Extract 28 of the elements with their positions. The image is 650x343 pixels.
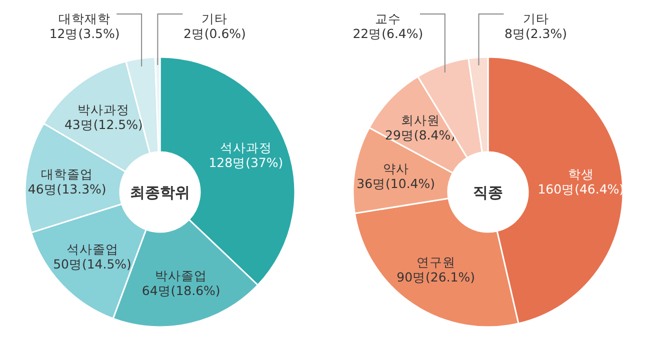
text: 직종 — [473, 183, 503, 202]
slice-label: 석사과정 — [220, 140, 272, 156]
slice-label: 대학졸업 — [41, 166, 94, 182]
data-label: 22명(6.4%) — [352, 26, 424, 41]
data-label: 90명(26.1%) — [396, 269, 476, 284]
data-label: 64명(18.6%) — [142, 282, 220, 298]
slice-label: 대학재학 — [58, 10, 111, 26]
slice-label: 석사졸업 — [66, 241, 118, 256]
slice-label: 연구원 — [416, 254, 456, 270]
slice-label: 기타 — [202, 10, 228, 26]
slice-label: 학생 — [568, 166, 594, 182]
data-label: 29명(8.4%) — [385, 127, 456, 142]
data-label: 50명(14.5%) — [53, 256, 132, 272]
data-label: 2명(0.6%) — [183, 26, 246, 41]
slice-label: 박사졸업 — [155, 268, 208, 283]
data-label: 160명(46.4%) — [538, 181, 624, 196]
data-label: 43명(12.5%) — [64, 117, 143, 132]
data-label: 12명(3.5%) — [49, 26, 120, 41]
slice-label: 박사과정 — [78, 102, 130, 118]
slice-label: 기타 — [522, 10, 549, 26]
data-label: 36명(10.4%) — [356, 176, 436, 192]
data-label: 46명(13.3%) — [28, 181, 106, 196]
data-label: 8명(2.3%) — [504, 26, 567, 41]
slice-label: 회사원 — [400, 112, 440, 128]
slice-label: 교수 — [374, 10, 401, 26]
data-label: 128명(37%) — [208, 155, 284, 170]
slice-label: 약사 — [382, 161, 409, 176]
text: 최종학위 — [130, 183, 190, 202]
